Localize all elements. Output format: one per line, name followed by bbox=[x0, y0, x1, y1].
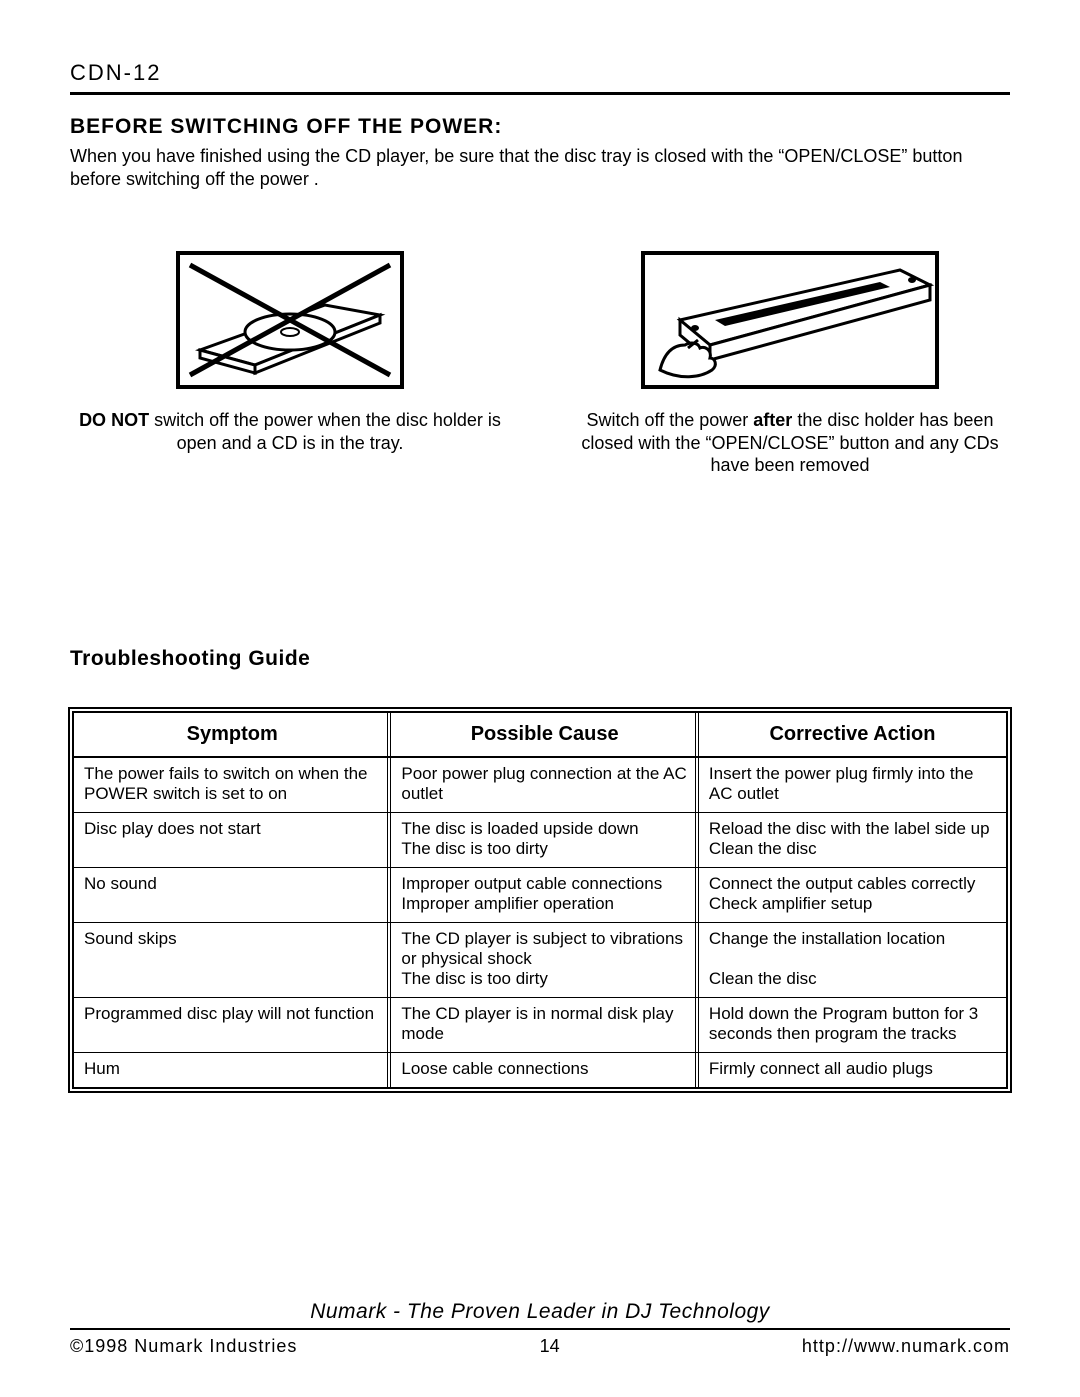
caption-text: switch off the power when the disc holde… bbox=[149, 410, 501, 453]
cell-cause: The CD player is subject to vibrations o… bbox=[391, 922, 699, 997]
table-row: Sound skipsThe CD player is subject to v… bbox=[74, 922, 1006, 997]
page-footer: Numark - The Proven Leader in DJ Technol… bbox=[70, 1300, 1010, 1357]
cell-action: Firmly connect all audio plugs bbox=[698, 1052, 1006, 1087]
cell-cause: The CD player is in normal disk play mod… bbox=[391, 997, 699, 1052]
cell-cause: The disc is loaded upside downThe disc i… bbox=[391, 812, 699, 867]
table-body: The power fails to switch on when the PO… bbox=[74, 757, 1006, 1087]
figure-after: Switch off the power after the disc hold… bbox=[570, 250, 1010, 477]
cell-symptom: Hum bbox=[74, 1052, 391, 1087]
footer-row: ©1998 Numark Industries 14 http://www.nu… bbox=[70, 1336, 1010, 1357]
table-row: The power fails to switch on when the PO… bbox=[74, 757, 1006, 813]
cell-symptom: Programmed disc play will not function bbox=[74, 997, 391, 1052]
cell-action: Hold down the Program button for 3 secon… bbox=[698, 997, 1006, 1052]
cell-cause: Improper output cable connectionsImprope… bbox=[391, 867, 699, 922]
table-row: No soundImproper output cable connection… bbox=[74, 867, 1006, 922]
cell-cause: Poor power plug connection at the AC out… bbox=[391, 757, 699, 813]
caption-pre: Switch off the power bbox=[587, 410, 754, 430]
cell-symptom: No sound bbox=[74, 867, 391, 922]
footer-copyright: ©1998 Numark Industries bbox=[70, 1336, 297, 1357]
col-cause: Possible Cause bbox=[391, 713, 699, 757]
caption-bold: DO NOT bbox=[79, 410, 149, 430]
cell-action: Reload the disc with the label side upCl… bbox=[698, 812, 1006, 867]
figure-after-image bbox=[640, 250, 940, 395]
table-row: Programmed disc play will not functionTh… bbox=[74, 997, 1006, 1052]
table-header-row: Symptom Possible Cause Corrective Action bbox=[74, 713, 1006, 757]
cell-action: Insert the power plug firmly into the AC… bbox=[698, 757, 1006, 813]
troubleshooting-table-wrap: Symptom Possible Cause Corrective Action… bbox=[72, 711, 1008, 1089]
cell-symptom: Disc play does not start bbox=[74, 812, 391, 867]
cell-action: Change the installation location Clean t… bbox=[698, 922, 1006, 997]
figure-do-not-image bbox=[175, 250, 405, 395]
caption-bold: after bbox=[753, 410, 792, 430]
col-action: Corrective Action bbox=[698, 713, 1006, 757]
troubleshooting-title: Troubleshooting Guide bbox=[70, 647, 1010, 671]
cell-cause: Loose cable connections bbox=[391, 1052, 699, 1087]
cell-symptom: Sound skips bbox=[74, 922, 391, 997]
footer-url: http://www.numark.com bbox=[802, 1336, 1010, 1357]
footer-page-number: 14 bbox=[540, 1336, 560, 1357]
troubleshooting-table: Symptom Possible Cause Corrective Action… bbox=[74, 713, 1006, 1087]
figure-do-not: DO NOT switch off the power when the dis… bbox=[70, 250, 510, 477]
figure-do-not-caption: DO NOT switch off the power when the dis… bbox=[70, 409, 510, 454]
section-power-off-intro: When you have finished using the CD play… bbox=[70, 145, 1010, 190]
section-power-off-title: BEFORE SWITCHING OFF THE POWER: bbox=[70, 115, 1010, 139]
cell-action: Connect the output cables correctlyCheck… bbox=[698, 867, 1006, 922]
table-row: HumLoose cable connectionsFirmly connect… bbox=[74, 1052, 1006, 1087]
col-symptom: Symptom bbox=[74, 713, 391, 757]
table-row: Disc play does not startThe disc is load… bbox=[74, 812, 1006, 867]
figures-row: DO NOT switch off the power when the dis… bbox=[70, 250, 1010, 477]
model-header: CDN-12 bbox=[70, 60, 1010, 95]
cell-symptom: The power fails to switch on when the PO… bbox=[74, 757, 391, 813]
footer-tagline: Numark - The Proven Leader in DJ Technol… bbox=[70, 1300, 1010, 1330]
figure-after-caption: Switch off the power after the disc hold… bbox=[570, 409, 1010, 477]
